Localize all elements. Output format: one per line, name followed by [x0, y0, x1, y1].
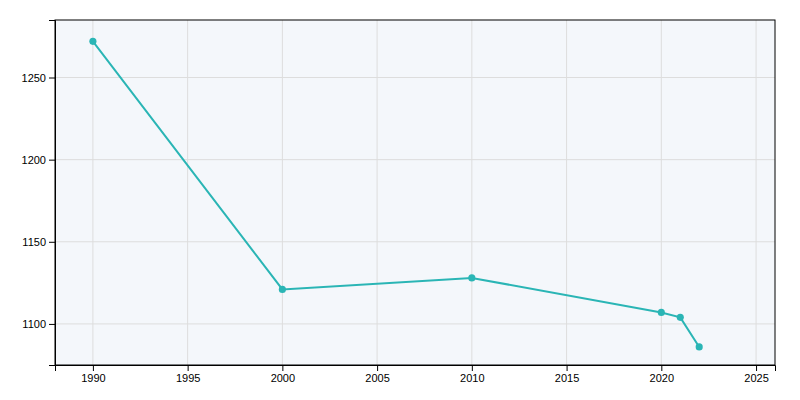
- plot: 1990 1995 2000 2005 2010 2015 2020 2025 1100 1150…: [22, 20, 776, 384]
- x-axis: 1990 1995 2000 2005 2010 2015 2020 2025: [56, 365, 776, 384]
- plot-background: [55, 20, 775, 365]
- grid-line-x: [377, 20, 378, 365]
- tick: 2020: [650, 365, 674, 384]
- grid-line-x: [566, 20, 567, 365]
- tick: 1995: [176, 365, 200, 384]
- tick: 1100: [22, 318, 55, 330]
- tick-label: 2000: [271, 372, 295, 384]
- axis-line: [49, 21, 56, 366]
- y-axis: 1100 1150 1200 1250: [22, 21, 56, 366]
- tick-label: 1990: [81, 372, 105, 384]
- tick-mark: [472, 365, 473, 371]
- grid-line-y: [55, 323, 775, 324]
- tick-label: 2005: [365, 372, 389, 384]
- tick: 1150: [22, 236, 55, 248]
- grid-line-x: [92, 20, 93, 365]
- grid-line-x: [187, 20, 188, 365]
- grid-line-y: [55, 77, 775, 78]
- point: [658, 309, 665, 316]
- tick: 1990: [81, 365, 105, 384]
- point: [696, 343, 703, 350]
- tick-mark: [756, 365, 757, 371]
- tick: 1250: [22, 72, 55, 84]
- tick-mark: [49, 242, 55, 243]
- grid-line-x: [756, 20, 757, 365]
- tick-mark: [93, 365, 94, 371]
- tick-label: 2020: [650, 372, 674, 384]
- grid-line-x: [471, 20, 472, 365]
- tick-mark: [282, 365, 283, 371]
- chart: 1990 1995 2000 2005 2010 2015 2020 2025 1100 1150…: [0, 0, 800, 400]
- point: [89, 38, 96, 45]
- tick: 2005: [365, 365, 389, 384]
- tick: 2015: [555, 365, 579, 384]
- tick: 2000: [271, 365, 295, 384]
- tick-mark: [188, 365, 189, 371]
- tick-label: 1200: [22, 154, 46, 166]
- tick-label: 2015: [555, 372, 579, 384]
- point: [279, 286, 286, 293]
- tick: 2025: [744, 365, 768, 384]
- tick-mark: [377, 365, 378, 371]
- tick-mark: [49, 324, 55, 325]
- axis-line: [56, 366, 776, 372]
- grid: [55, 20, 775, 365]
- grid-line-y: [55, 241, 775, 242]
- grid-line-x: [282, 20, 283, 365]
- tick-mark: [661, 365, 662, 371]
- marks: [89, 38, 702, 351]
- tick-mark: [49, 78, 55, 79]
- tick-label: 2010: [460, 372, 484, 384]
- tick-label: 1995: [176, 372, 200, 384]
- tick-mark: [567, 365, 568, 371]
- plot-frame: [55, 20, 775, 365]
- tick-label: 1250: [22, 72, 46, 84]
- tick-label: 1150: [22, 236, 46, 248]
- tick: 1200: [22, 154, 55, 166]
- tick-mark: [49, 160, 55, 161]
- tick-label: 2025: [744, 372, 768, 384]
- tick-label: 1100: [22, 318, 46, 330]
- point: [468, 274, 475, 281]
- point: [677, 314, 684, 321]
- grid-line-y: [55, 159, 775, 160]
- line: [93, 41, 699, 347]
- tick: 2010: [460, 365, 484, 384]
